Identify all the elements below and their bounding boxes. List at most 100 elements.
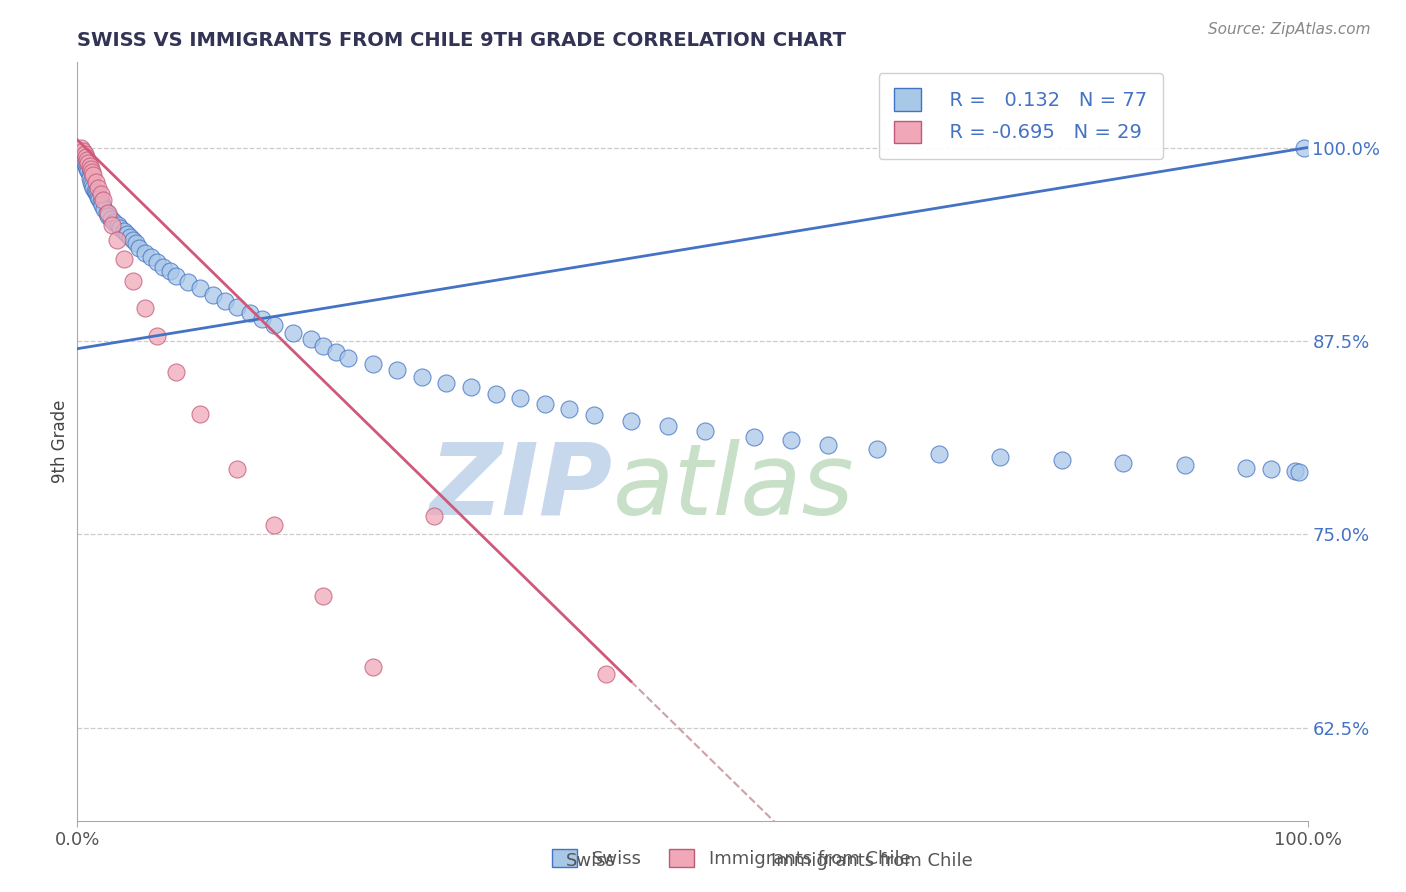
Point — [82, 178, 104, 192]
Point — [141, 251, 163, 265]
Point — [83, 184, 105, 198]
Point — [361, 357, 384, 371]
Point — [190, 407, 212, 421]
Text: Source: ZipAtlas.com: Source: ZipAtlas.com — [1208, 22, 1371, 37]
Point — [866, 442, 889, 457]
Point — [312, 589, 335, 603]
Point — [281, 326, 304, 341]
Point — [115, 227, 138, 242]
Point — [534, 397, 557, 411]
Point — [96, 205, 118, 219]
Point — [325, 344, 347, 359]
Point — [79, 171, 101, 186]
Point — [558, 402, 581, 417]
Point — [693, 424, 716, 438]
Point — [250, 312, 273, 326]
Point — [239, 306, 262, 320]
Point — [620, 414, 643, 428]
Point — [75, 159, 97, 173]
Point — [159, 264, 181, 278]
Point — [423, 508, 446, 523]
Point — [583, 409, 606, 423]
Point — [97, 209, 120, 223]
Point — [226, 300, 249, 314]
Point — [436, 376, 458, 390]
Point — [121, 274, 143, 288]
Point — [76, 162, 98, 177]
Point — [1234, 460, 1257, 475]
Point — [201, 287, 224, 301]
Point — [110, 221, 132, 235]
Point — [146, 329, 169, 343]
Point — [79, 159, 101, 173]
Point — [299, 333, 322, 347]
Point — [595, 666, 617, 681]
Point — [1112, 456, 1135, 470]
Point — [177, 275, 200, 289]
Point — [82, 181, 104, 195]
Point — [87, 190, 110, 204]
Y-axis label: 9th Grade: 9th Grade — [51, 400, 69, 483]
Point — [75, 150, 97, 164]
Point — [1174, 458, 1197, 472]
Legend: Swiss, Immigrants from Chile: Swiss, Immigrants from Chile — [544, 842, 918, 875]
Point — [103, 215, 125, 229]
Point — [82, 165, 104, 179]
Point — [101, 218, 124, 232]
Point — [70, 140, 93, 154]
Point — [77, 156, 100, 170]
Point — [76, 153, 98, 167]
Text: SWISS VS IMMIGRANTS FROM CHILE 9TH GRADE CORRELATION CHART: SWISS VS IMMIGRANTS FROM CHILE 9TH GRADE… — [77, 30, 846, 50]
Point — [411, 369, 433, 384]
Point — [82, 169, 104, 183]
Point — [86, 186, 108, 201]
Point — [928, 447, 950, 461]
Text: ZIP: ZIP — [429, 439, 613, 535]
Point — [226, 462, 249, 476]
Point — [97, 205, 120, 219]
Point — [460, 380, 482, 394]
Point — [90, 194, 112, 209]
Point — [87, 181, 110, 195]
Point — [1288, 466, 1310, 480]
Point — [93, 202, 115, 217]
Point — [657, 419, 679, 434]
Point — [80, 175, 103, 189]
Point — [100, 211, 122, 226]
Point — [509, 391, 531, 405]
Point — [107, 218, 129, 232]
Point — [387, 363, 409, 377]
Point — [146, 255, 169, 269]
Point — [485, 386, 508, 401]
Point — [190, 281, 212, 295]
Point — [165, 365, 187, 379]
Point — [214, 293, 236, 308]
Text: Swiss: Swiss — [565, 852, 616, 870]
Point — [312, 338, 335, 352]
Point — [125, 236, 148, 251]
Point — [84, 186, 107, 200]
Point — [121, 233, 143, 247]
Point — [361, 660, 384, 674]
Point — [817, 437, 839, 451]
Point — [1284, 464, 1306, 478]
Point — [152, 260, 174, 274]
Point — [79, 167, 101, 181]
Point — [72, 152, 94, 166]
Point — [780, 433, 803, 447]
Point — [263, 318, 285, 333]
Point — [128, 241, 150, 255]
Point — [112, 224, 135, 238]
Point — [70, 148, 93, 162]
Point — [84, 175, 107, 189]
Point — [89, 192, 111, 206]
Text: Immigrants from Chile: Immigrants from Chile — [770, 852, 973, 870]
Point — [742, 430, 765, 444]
Point — [134, 301, 156, 316]
Legend:   R =   0.132   N = 77,   R = -0.695   N = 29: R = 0.132 N = 77, R = -0.695 N = 29 — [879, 73, 1163, 159]
Point — [1050, 453, 1073, 467]
Point — [988, 450, 1011, 464]
Point — [1260, 462, 1282, 476]
Point — [337, 351, 360, 365]
Point — [165, 268, 187, 283]
